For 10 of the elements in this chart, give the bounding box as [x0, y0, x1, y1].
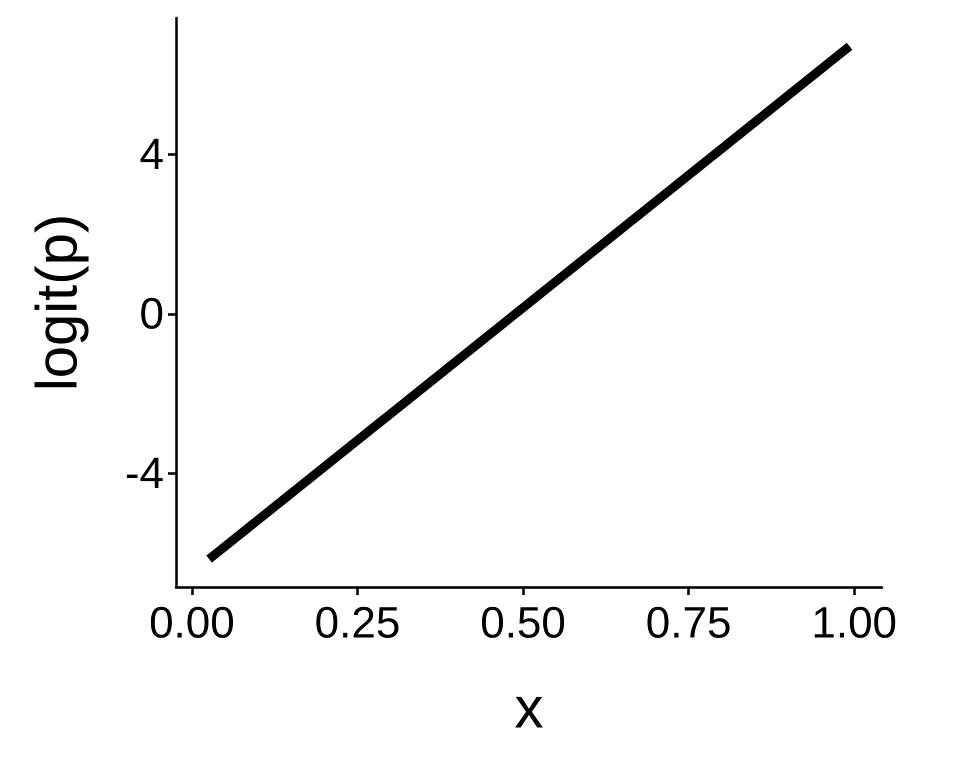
- y-axis-title: logit(p): [24, 214, 90, 392]
- y-tick-label: -4: [124, 448, 164, 498]
- y-tick-label: 4: [140, 130, 164, 180]
- x-tick-label: 0.50: [480, 598, 566, 648]
- y-tick-label: 0: [140, 290, 164, 339]
- x-tick-label: 0.75: [646, 598, 732, 648]
- x-tick-label: 0.00: [149, 598, 235, 648]
- x-axis-title: x: [514, 676, 544, 740]
- x-tick-label: 1.00: [811, 598, 898, 648]
- x-tick-label: 0.25: [314, 598, 400, 648]
